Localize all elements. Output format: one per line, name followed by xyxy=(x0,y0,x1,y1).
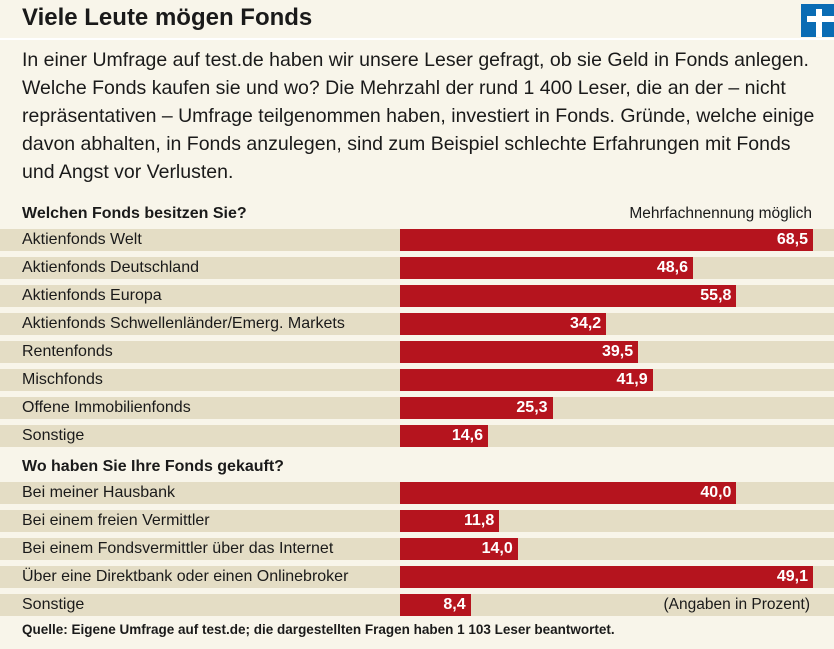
category-label: Sonstige xyxy=(22,427,85,444)
value-label: 39,5 xyxy=(602,343,634,360)
value-label: 48,6 xyxy=(656,259,689,276)
bar: 48,6 xyxy=(400,257,694,279)
category-label: Bei einem Fondsvermittler über das Inter… xyxy=(22,540,334,557)
chart-row: Aktienfonds Schwellenländer/Emerg. Marke… xyxy=(0,313,834,335)
chart-row: Bei einem Fondsvermittler über das Inter… xyxy=(0,538,834,560)
value-label: 14,0 xyxy=(481,540,513,557)
multiple-answers-note: Mehrfachnennung möglich xyxy=(629,205,812,222)
value-label: 11,8 xyxy=(463,512,495,529)
divider xyxy=(0,38,834,40)
test-logo-icon xyxy=(801,4,834,37)
value-label: 14,6 xyxy=(451,427,484,444)
value-label: 41,9 xyxy=(616,371,648,388)
value-label: 34,2 xyxy=(570,315,602,332)
bar: 25,3 xyxy=(400,397,553,419)
bar: 68,5 xyxy=(400,229,813,251)
chart-row: Über eine Direktbank oder einen Onlinebr… xyxy=(0,566,834,588)
bar: 8,4 xyxy=(400,594,471,616)
chart-row: Sonstige 14,6 xyxy=(0,425,834,447)
value-label: 25,3 xyxy=(516,399,548,416)
bar: 40,0 xyxy=(400,482,737,504)
chart-row: Aktienfonds Welt 68,5 xyxy=(0,229,834,251)
value-label: 49,1 xyxy=(776,568,808,585)
chart-row: Rentenfonds 39,5 xyxy=(0,341,834,363)
category-label: Aktienfonds Schwellenländer/Emerg. Marke… xyxy=(22,315,345,332)
section-title: Wo haben Sie Ihre Fonds gekauft? xyxy=(22,458,284,475)
value-label: 8,4 xyxy=(443,596,466,613)
chart-row: Bei einem freien Vermittler 11,8 xyxy=(0,510,834,532)
source-footer: Quelle: Eigene Umfrage auf test.de; die … xyxy=(22,622,615,637)
category-label: Bei meiner Hausbank xyxy=(22,484,175,501)
chart-row: Aktienfonds Deutschland 48,6 xyxy=(0,257,834,279)
bar: 55,8 xyxy=(400,285,737,307)
bar: 39,5 xyxy=(400,341,639,363)
bar: 14,0 xyxy=(400,538,518,560)
category-label: Aktienfonds Europa xyxy=(22,287,162,304)
chart-row: Mischfonds 41,9 xyxy=(0,369,834,391)
unit-note: (Angaben in Prozent) xyxy=(663,596,810,613)
value-label: 68,5 xyxy=(776,231,808,248)
category-label: Mischfonds xyxy=(22,371,103,388)
chart-row: Offene Immobilienfonds 25,3 xyxy=(0,397,834,419)
chart-row: Bei meiner Hausbank 40,0 xyxy=(0,482,834,504)
category-label: Offene Immobilienfonds xyxy=(22,399,191,416)
category-label: Rentenfonds xyxy=(22,343,113,360)
chart-row: Aktienfonds Europa 55,8 xyxy=(0,285,834,307)
page-title: Viele Leute mögen Fonds xyxy=(22,4,313,31)
intro-text: In einer Umfrage auf test.de haben wir u… xyxy=(22,49,815,183)
category-label: Bei einem freien Vermittler xyxy=(22,512,210,529)
value-label: 55,8 xyxy=(700,287,732,304)
bar: 34,2 xyxy=(400,313,607,335)
category-label: Aktienfonds Welt xyxy=(22,231,142,248)
category-label: Über eine Direktbank oder einen Onlinebr… xyxy=(22,568,349,585)
bar: 11,8 xyxy=(400,510,500,532)
category-label: Sonstige xyxy=(22,596,85,613)
bar: 41,9 xyxy=(400,369,653,391)
category-label: Aktienfonds Deutschland xyxy=(22,259,199,276)
bar: 49,1 xyxy=(400,566,813,588)
value-label: 40,0 xyxy=(700,484,732,501)
section-title: Welchen Fonds besitzen Sie? xyxy=(22,205,247,222)
chart-row: Sonstige 8,4 xyxy=(0,594,834,616)
bar: 14,6 xyxy=(400,425,489,447)
